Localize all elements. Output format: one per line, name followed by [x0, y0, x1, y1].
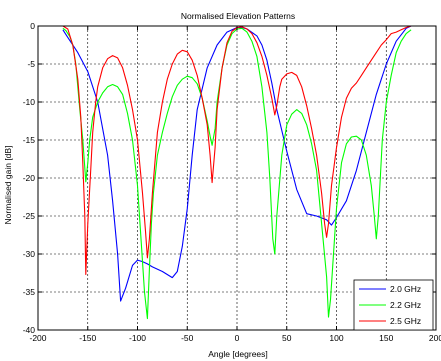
y-tick-label: -25 [23, 211, 36, 221]
y-tick-label: 0 [30, 21, 35, 31]
y-axis-label: Normalised gain [dB] [3, 146, 13, 225]
legend-label: 2.0 GHz [390, 284, 421, 294]
x-tick-label: 200 [429, 333, 441, 343]
x-tick-label: 0 [235, 333, 240, 343]
series-layer [62, 25, 412, 320]
x-tick-label: 50 [282, 333, 292, 343]
x-tick-label: -100 [129, 333, 146, 343]
x-tick-label: 100 [329, 333, 343, 343]
x-tick-label: 150 [379, 333, 393, 343]
legend: 2.0 GHz 2.2 GHz 2.5 GHz [353, 279, 434, 331]
series-line-2-0-ghz [62, 25, 412, 302]
grid [38, 26, 436, 330]
x-axis-label: Angle [degrees] [208, 349, 268, 359]
x-tick-label: -150 [79, 333, 96, 343]
series-line-2-2-ghz [62, 27, 412, 320]
legend-label: 2.2 GHz [390, 300, 421, 310]
series-line-2-5-ghz [62, 25, 412, 276]
x-tick-label: -200 [29, 333, 46, 343]
y-tick-label: -30 [23, 249, 36, 259]
y-tick-label: -35 [23, 287, 36, 297]
y-tick-label: -5 [27, 59, 35, 69]
ticks: -200 -150 -100 -50 0 50 100 150 200 0 -5 -10 -15 -20 -… [23, 21, 441, 343]
y-tick-label: -40 [23, 325, 36, 335]
y-tick-label: -20 [23, 173, 36, 183]
chart-title: Normalised Elevation Patterns [181, 11, 295, 21]
y-tick-label: -10 [23, 97, 36, 107]
legend-label: 2.5 GHz [390, 316, 421, 326]
x-tick-label: -50 [181, 333, 194, 343]
y-tick-label: -15 [23, 135, 36, 145]
